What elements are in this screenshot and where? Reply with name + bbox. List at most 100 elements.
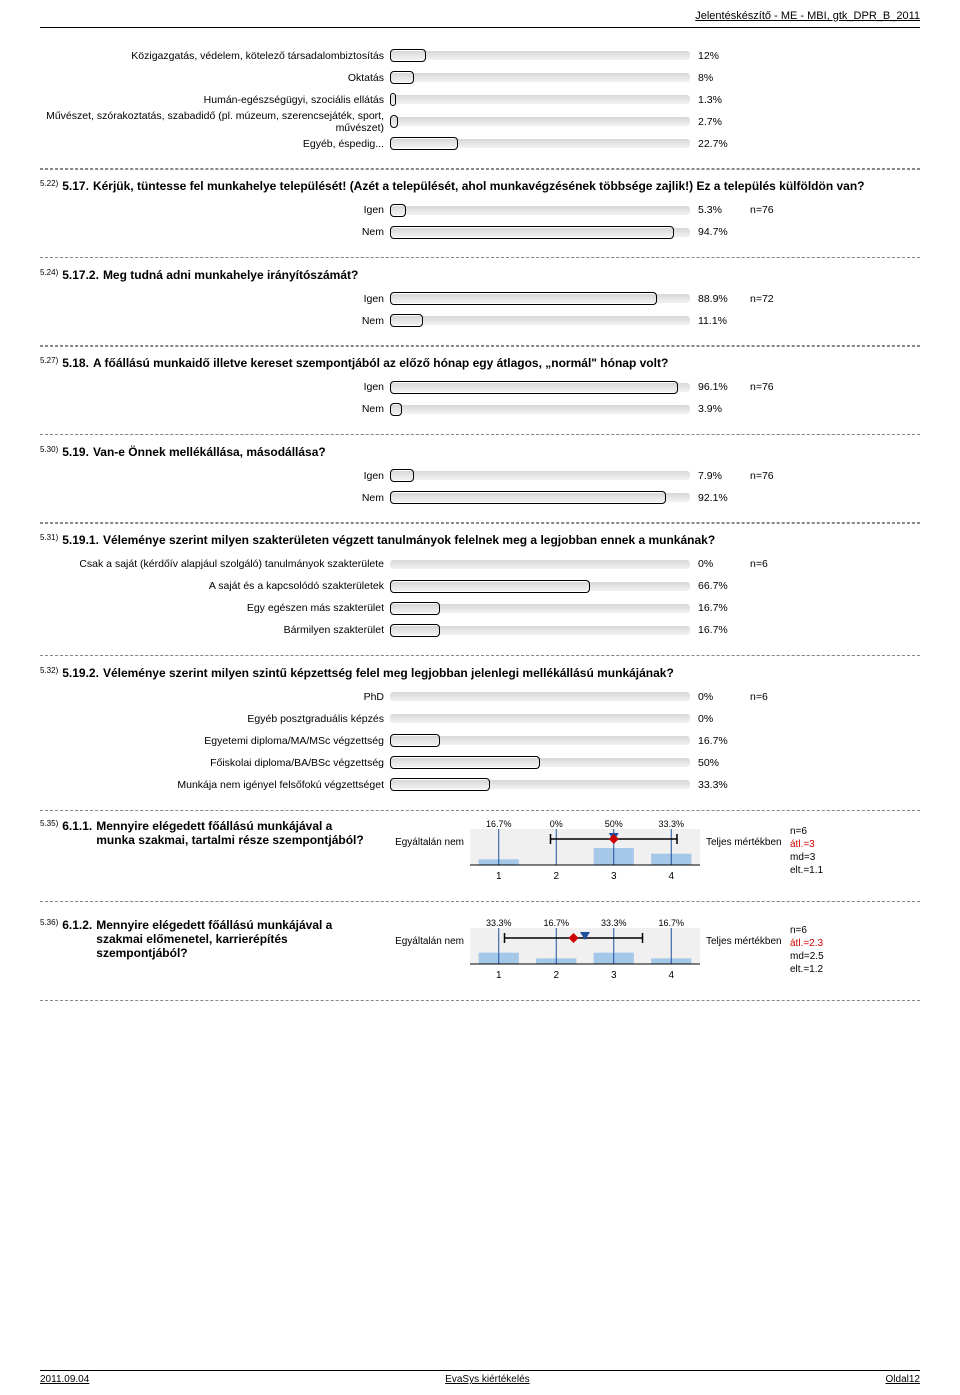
bar-percent: 7.9% bbox=[690, 470, 750, 482]
bar-track bbox=[390, 558, 690, 571]
bar-label: Munkája nem igényel felsőfokú végzettség… bbox=[40, 779, 390, 791]
bar-label: Nem bbox=[40, 315, 390, 327]
question-text: Véleménye szerint milyen szintű képzetts… bbox=[103, 666, 920, 680]
bar-row: Oktatás8% bbox=[40, 69, 920, 87]
bar-label: Nem bbox=[40, 226, 390, 238]
bar-track bbox=[390, 226, 690, 239]
bar-percent: 16.7% bbox=[690, 602, 750, 614]
bar-chart: Igen7.9%n=76Nem92.1% bbox=[40, 467, 920, 507]
bar-fill bbox=[390, 381, 678, 394]
bar-label: Egyéb posztgraduális képzés bbox=[40, 713, 390, 725]
likert-left-label: Egyáltalán nem bbox=[380, 918, 470, 947]
bar-track bbox=[390, 292, 690, 305]
likert-svg: 33.3%116.7%233.3%316.7%4 bbox=[470, 918, 700, 982]
likert-left-label: Egyáltalán nem bbox=[380, 819, 470, 848]
likert-right-label: Teljes mértékben bbox=[700, 918, 790, 947]
likert-pct-label: 16.7% bbox=[486, 819, 512, 829]
bar-fill bbox=[390, 226, 674, 239]
question-text: Véleménye szerint milyen szakterületen v… bbox=[103, 533, 920, 547]
bar-percent: 0% bbox=[690, 713, 750, 725]
question-section: Közigazgatás, védelem, kötelező társadal… bbox=[40, 35, 920, 170]
footer-page: Oldal12 bbox=[886, 1374, 920, 1385]
bar-track bbox=[390, 93, 690, 106]
question-number: 5.19. bbox=[62, 445, 89, 459]
bar-track bbox=[390, 469, 690, 482]
bar-percent: 5.3% bbox=[690, 204, 750, 216]
question-number: 5.19.1. bbox=[62, 533, 99, 547]
likert-tick-label: 2 bbox=[553, 970, 559, 981]
question-number: 5.18. bbox=[62, 356, 89, 370]
bar-track bbox=[390, 580, 690, 593]
question-text: Van-e Önnek mellékállása, másodállása? bbox=[93, 445, 920, 459]
bar-background bbox=[390, 316, 690, 325]
likert-row: 5.35)6.1.1.Mennyire elégedett főállású m… bbox=[40, 813, 920, 889]
bar-chart: Igen88.9%n=72Nem11.1% bbox=[40, 290, 920, 330]
bar-row: Humán-egészségügyi, szociális ellátás1.3… bbox=[40, 91, 920, 109]
likert-question: 5.35)6.1.1.Mennyire elégedett főállású m… bbox=[40, 819, 380, 847]
question-text: Meg tudná adni munkahelye irányítószámát… bbox=[103, 268, 920, 282]
bar-background bbox=[390, 206, 690, 215]
bar-row: Nem92.1% bbox=[40, 489, 920, 507]
bar-percent: 1.3% bbox=[690, 94, 750, 106]
bar-track bbox=[390, 734, 690, 747]
bar-row: Egyéb posztgraduális képzés 0% bbox=[40, 710, 920, 728]
bar-label: Főiskolai diploma/BA/BSc végzettség bbox=[40, 757, 390, 769]
bar-percent: 88.9% bbox=[690, 293, 750, 305]
likert-tick-label: 1 bbox=[496, 970, 502, 981]
likert-stat: elt.=1.2 bbox=[790, 964, 823, 975]
likert-stats: n=6átl.=3md=3elt.=1.1 bbox=[790, 819, 823, 877]
likert-stats: n=6átl.=2.3md=2.5elt.=1.2 bbox=[790, 918, 824, 976]
bar-chart: Igen96.1%n=76Nem3.9% bbox=[40, 378, 920, 418]
bar-row: Egy egészen más szakterület16.7% bbox=[40, 599, 920, 617]
question-number: 6.1.2. bbox=[62, 918, 92, 932]
bar-label: Művészet, szórakoztatás, szabadidő (pl. … bbox=[40, 110, 390, 134]
bar-fill bbox=[390, 602, 440, 615]
bar-label: Nem bbox=[40, 492, 390, 504]
bar-track bbox=[390, 204, 690, 217]
bar-row: Művészet, szórakoztatás, szabadidő (pl. … bbox=[40, 113, 920, 131]
bar-fill bbox=[390, 292, 657, 305]
question-heading: 5.31)5.19.1.Véleménye szerint milyen sza… bbox=[40, 533, 920, 547]
likert-stat: n=6 bbox=[790, 826, 807, 837]
bar-percent: 94.7% bbox=[690, 226, 750, 238]
bar-percent: 3.9% bbox=[690, 403, 750, 415]
bar-percent: 8% bbox=[690, 72, 750, 84]
bar-n: n=72 bbox=[750, 293, 810, 305]
bar-track bbox=[390, 491, 690, 504]
bar-background bbox=[390, 51, 690, 60]
question-heading: 5.27)5.18.A főállású munkaidő illetve ke… bbox=[40, 356, 920, 370]
question-section: 5.27)5.18.A főállású munkaidő illetve ke… bbox=[40, 345, 920, 435]
bar-fill bbox=[390, 115, 398, 128]
bar-fill bbox=[390, 580, 590, 593]
likert-pct-label: 33.3% bbox=[601, 918, 627, 928]
bar-row: A saját és a kapcsolódó szakterületek66.… bbox=[40, 577, 920, 595]
footer-date: 2011.09.04 bbox=[40, 1374, 89, 1385]
bar-percent: 2.7% bbox=[690, 116, 750, 128]
bar-track bbox=[390, 381, 690, 394]
bar-row: Nem 3.9% bbox=[40, 400, 920, 418]
bar-percent: 0% bbox=[690, 558, 750, 570]
bar-label: Csak a saját (kérdőív alapjául szolgáló)… bbox=[40, 558, 390, 570]
likert-tick-label: 1 bbox=[496, 871, 502, 882]
question-number: 5.19.2. bbox=[62, 666, 99, 680]
likert-pct-label: 16.7% bbox=[543, 918, 569, 928]
question-text: Kérjük, tüntesse fel munkahelye települé… bbox=[93, 179, 920, 193]
bar-fill bbox=[390, 314, 423, 327]
bar-row: Nem11.1% bbox=[40, 312, 920, 330]
likert-container: 5.35)6.1.1.Mennyire elégedett főállású m… bbox=[40, 809, 920, 1001]
question-section: 5.31)5.19.1.Véleménye szerint milyen sza… bbox=[40, 522, 920, 656]
bar-label: Igen bbox=[40, 381, 390, 393]
bar-fill bbox=[390, 71, 414, 84]
bar-track bbox=[390, 778, 690, 791]
bar-row: PhD0%n=6 bbox=[40, 688, 920, 706]
likert-pct-label: 33.3% bbox=[658, 819, 684, 829]
bar-label: PhD bbox=[40, 691, 390, 703]
bar-n: n=6 bbox=[750, 691, 810, 703]
likert-stat: n=6 bbox=[790, 925, 807, 936]
bar-label: Nem bbox=[40, 403, 390, 415]
bar-fill bbox=[390, 756, 540, 769]
bar-fill bbox=[390, 137, 458, 150]
bar-fill bbox=[390, 778, 490, 791]
likert-stat: elt.=1.1 bbox=[790, 865, 823, 876]
question-number: 5.17.2. bbox=[62, 268, 99, 282]
